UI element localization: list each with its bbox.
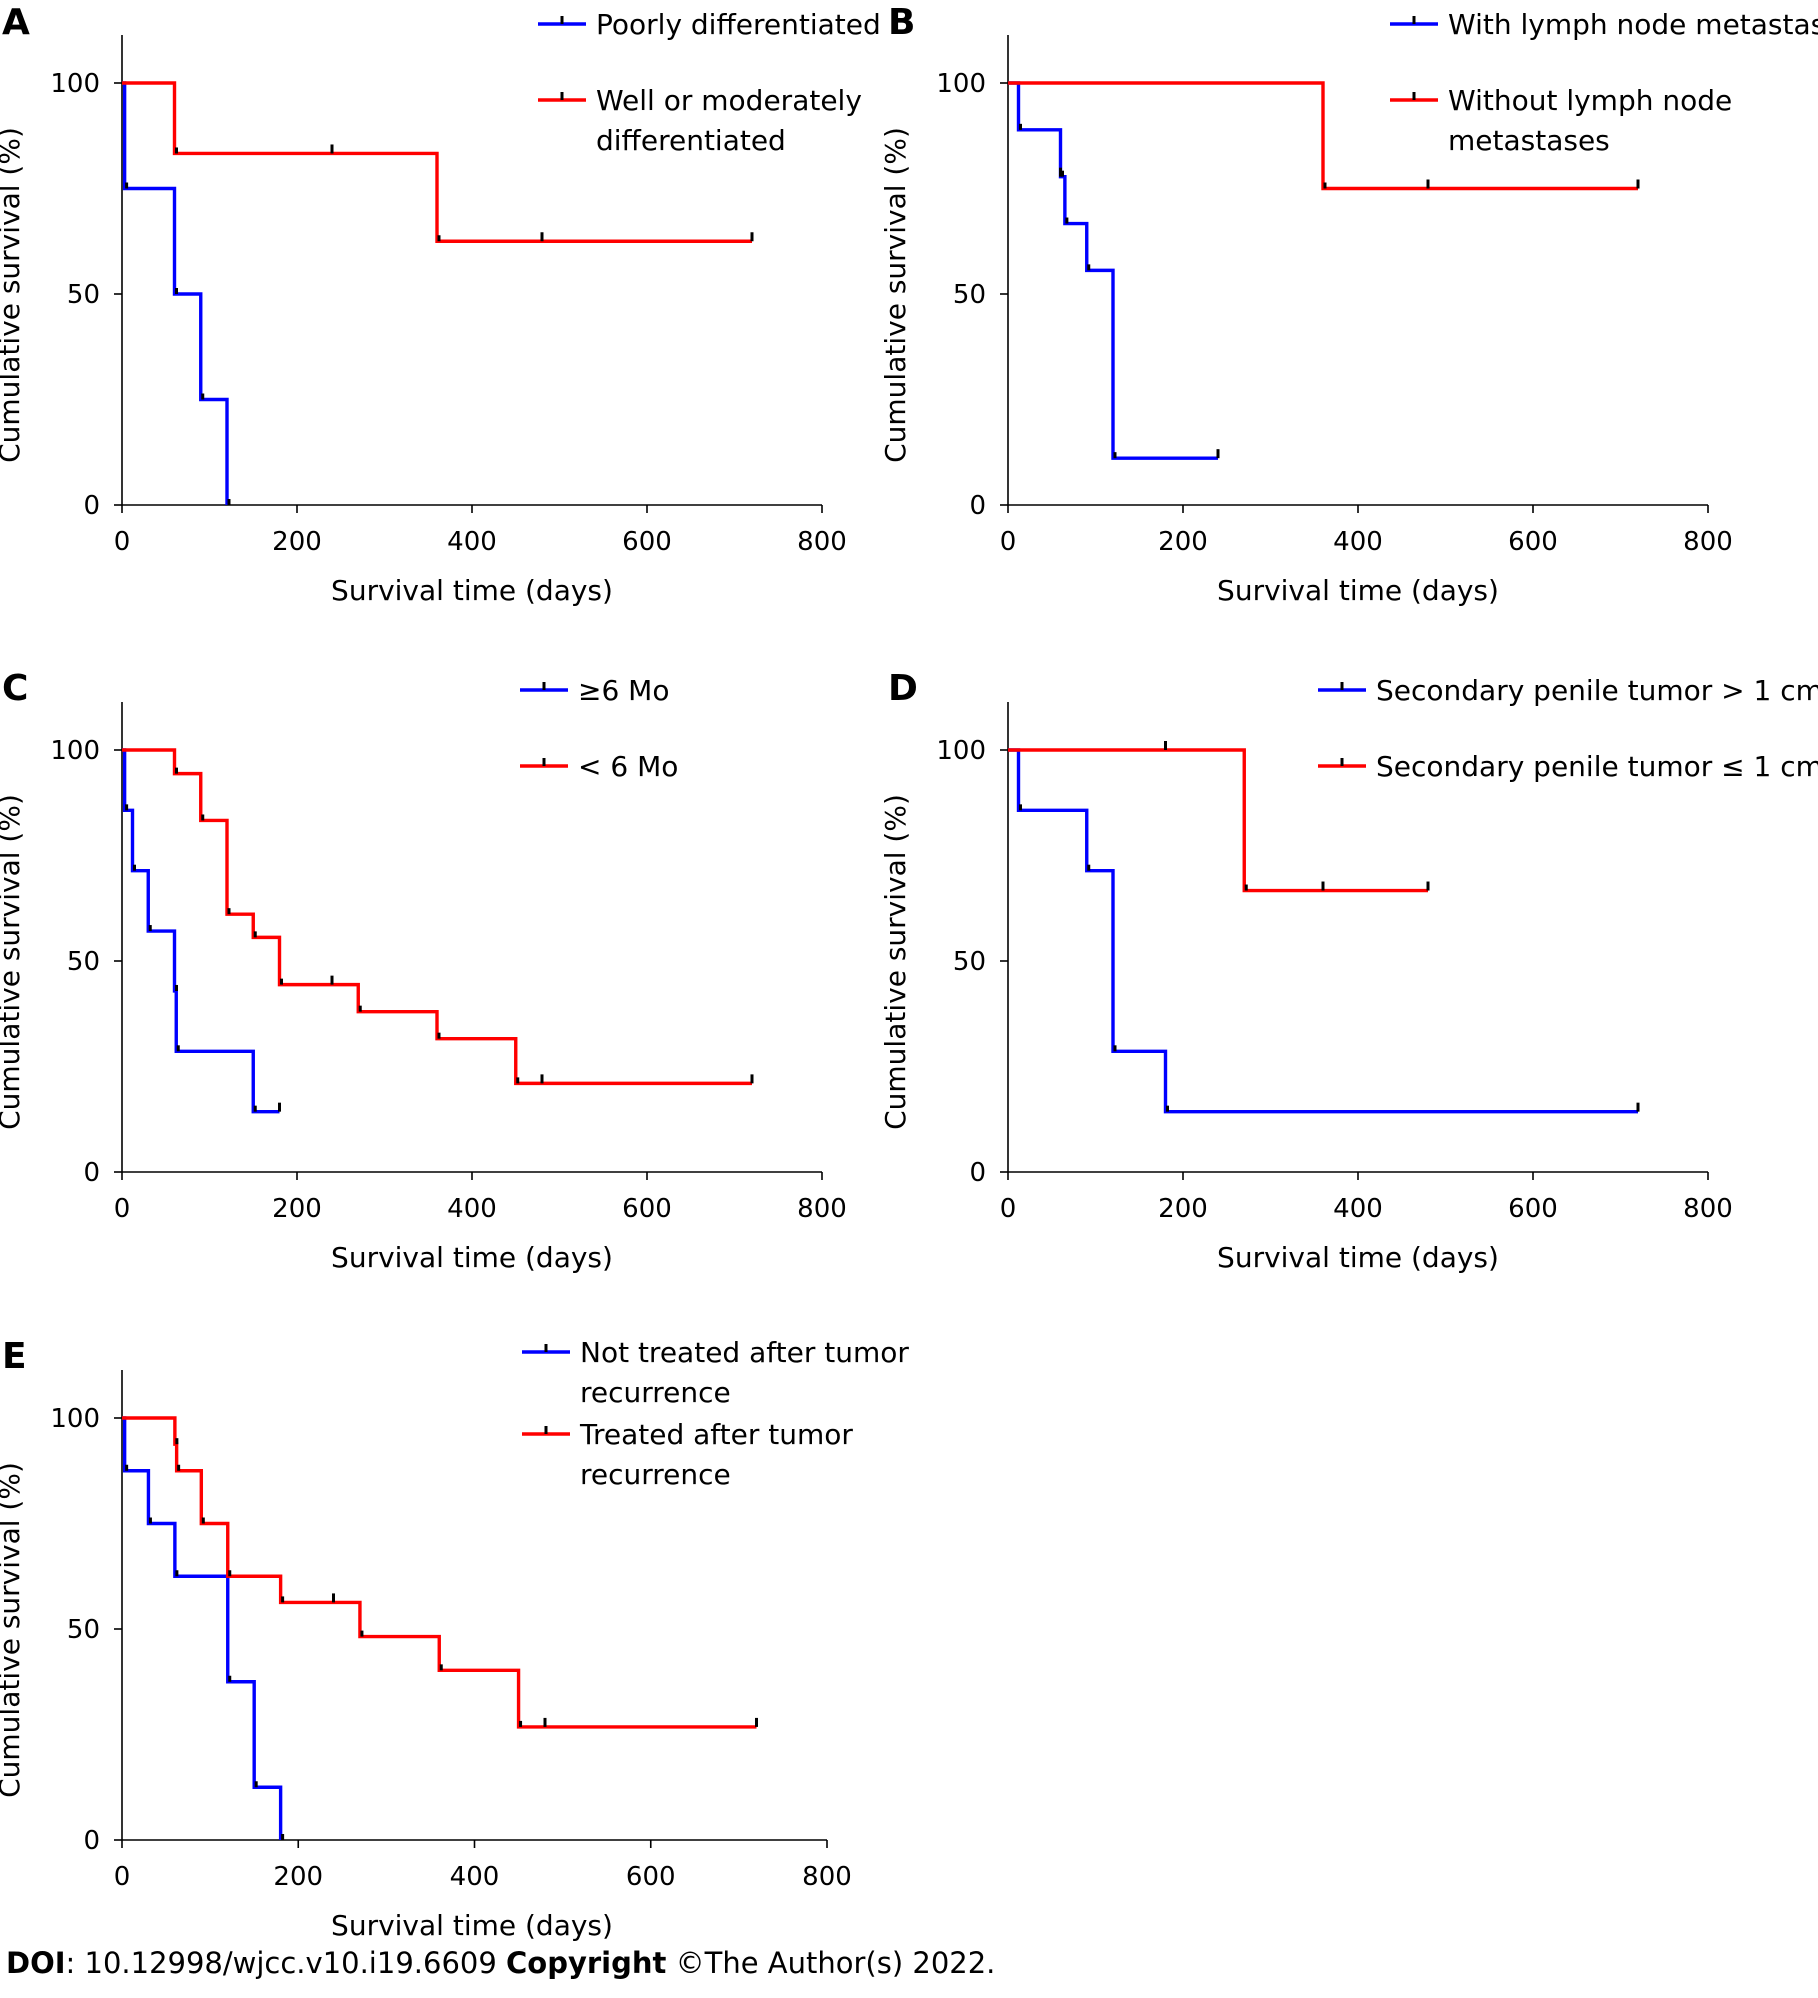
- x-tick-label: 0: [1000, 527, 1017, 557]
- survival-curve: [122, 1416, 283, 1840]
- y-axis-label: Cumulative survival (%): [0, 127, 26, 463]
- x-tick-label: 800: [802, 1862, 852, 1892]
- x-tick-label: 200: [272, 527, 322, 557]
- panel-letter: A: [2, 2, 30, 43]
- x-tick-label: 400: [1333, 1194, 1383, 1224]
- series-blue: Poorly differentiated: [122, 8, 881, 505]
- legend-label: metastases: [1448, 124, 1610, 157]
- series-blue: Secondary penile tumor > 1 cm: [1008, 674, 1818, 1114]
- figure-footer: DOI: 10.12998/wjcc.v10.i19.6609 Copyrigh…: [6, 1946, 995, 1980]
- legend-label: recurrence: [580, 1458, 731, 1491]
- x-axis-label: Survival time (days): [331, 1241, 613, 1274]
- survival-curve: [1008, 748, 1428, 893]
- y-tick-label: 0: [83, 1158, 100, 1188]
- legend-label: Treated after tumor: [579, 1418, 853, 1451]
- x-tick-label: 0: [114, 1194, 131, 1224]
- legend-label: differentiated: [596, 124, 786, 157]
- x-tick-label: 0: [114, 527, 131, 557]
- y-tick-label: 0: [83, 1826, 100, 1856]
- x-tick-label: 600: [622, 527, 672, 557]
- x-tick-label: 200: [1158, 527, 1208, 557]
- x-tick-label: 800: [797, 1194, 847, 1224]
- series-red: < 6 Mo: [122, 748, 754, 1086]
- series-red: Well or moderately differentiated: [122, 81, 862, 243]
- legend-label: Secondary penile tumor ≤ 1 cm: [1376, 750, 1818, 783]
- series-red: Treated after tumor recurrence: [122, 1416, 853, 1729]
- x-tick-label: 0: [1000, 1194, 1017, 1224]
- y-tick-label: 100: [50, 736, 100, 766]
- panel-letter: B: [888, 2, 915, 43]
- panel-letter: C: [2, 668, 28, 709]
- doi-value: : 10.12998/wjcc.v10.i19.6609: [65, 1946, 507, 1980]
- panel-letter: E: [2, 1336, 27, 1377]
- x-tick-label: 400: [447, 527, 497, 557]
- x-tick-label: 400: [447, 1194, 497, 1224]
- y-axis-label: Cumulative survival (%): [879, 127, 912, 463]
- x-tick-label: 800: [797, 527, 847, 557]
- x-tick-label: 800: [1683, 527, 1733, 557]
- y-tick-label: 50: [67, 280, 100, 310]
- copyright-label: Copyright: [506, 1946, 667, 1980]
- x-axis-label: Survival time (days): [331, 1909, 613, 1942]
- survival-curve: [1008, 81, 1218, 460]
- panel-b: B 0 50 100 0 200 400 600 800 Survival time (days)…: [879, 2, 1818, 607]
- y-tick-label: 100: [50, 1404, 100, 1434]
- survival-curve: [122, 81, 229, 505]
- survival-curve: [122, 81, 752, 243]
- legend-label: Not treated after tumor: [580, 1336, 909, 1369]
- y-tick-label: 50: [953, 280, 986, 310]
- copyright-value: ©The Author(s) 2022.: [666, 1946, 996, 1980]
- y-tick-label: 0: [83, 491, 100, 521]
- y-tick-label: 50: [953, 947, 986, 977]
- x-tick-label: 200: [273, 1862, 323, 1892]
- panel-c: C 0 50 100 0 200 400 600 800 Survival time (days)…: [0, 668, 847, 1274]
- panel-a: A 0 50 100 0 200 400 600 800 Survival time (days)…: [0, 2, 881, 607]
- series-blue: With lymph node metastases: [1008, 8, 1818, 460]
- y-axis-label: Cumulative survival (%): [0, 794, 26, 1130]
- y-tick-label: 50: [67, 1615, 100, 1645]
- x-axis-label: Survival time (days): [1217, 1241, 1499, 1274]
- x-tick-label: 400: [1333, 527, 1383, 557]
- x-tick-label: 200: [272, 1194, 322, 1224]
- legend-label: Secondary penile tumor > 1 cm: [1376, 674, 1818, 707]
- survival-curve: [1008, 81, 1638, 191]
- y-tick-label: 100: [936, 69, 986, 99]
- series-blue: Not treated after tumor recurrence: [122, 1336, 909, 1840]
- legend-label: < 6 Mo: [578, 750, 678, 783]
- x-tick-label: 800: [1683, 1194, 1733, 1224]
- y-tick-label: 100: [936, 736, 986, 766]
- panel-e: E 0 50 100 0 200 400 600 800 Survival time (days)…: [0, 1336, 909, 1942]
- legend-label: recurrence: [580, 1376, 731, 1409]
- survival-curve: [1008, 748, 1638, 1114]
- y-tick-label: 100: [50, 69, 100, 99]
- legend-label: Poorly differentiated: [596, 8, 881, 41]
- series-red: Secondary penile tumor ≤ 1 cm: [1008, 741, 1818, 893]
- panel-letter: D: [888, 668, 918, 709]
- x-tick-label: 600: [626, 1862, 676, 1892]
- y-tick-label: 0: [969, 491, 986, 521]
- x-tick-label: 600: [1508, 1194, 1558, 1224]
- y-axis-label: Cumulative survival (%): [0, 1462, 26, 1798]
- x-tick-label: 200: [1158, 1194, 1208, 1224]
- survival-curve: [122, 748, 752, 1086]
- legend-label: With lymph node metastases: [1448, 8, 1818, 41]
- legend-label: ≥6 Mo: [578, 674, 669, 707]
- series-blue: ≥6 Mo: [122, 674, 669, 1114]
- x-tick-label: 600: [622, 1194, 672, 1224]
- legend-label: Well or moderately: [596, 84, 862, 117]
- y-tick-label: 50: [67, 947, 100, 977]
- legend-label: Without lymph node: [1448, 84, 1732, 117]
- x-tick-label: 600: [1508, 527, 1558, 557]
- y-axis-label: Cumulative survival (%): [879, 794, 912, 1130]
- panel-d: D 0 50 100 0 200 400 600 800 Survival time (days)…: [879, 668, 1818, 1274]
- series-red: Without lymph node metastases: [1008, 81, 1732, 191]
- x-axis-label: Survival time (days): [1217, 574, 1499, 607]
- doi-label: DOI: [6, 1946, 66, 1980]
- x-tick-label: 400: [450, 1862, 500, 1892]
- y-tick-label: 0: [969, 1158, 986, 1188]
- x-axis-label: Survival time (days): [331, 574, 613, 607]
- x-tick-label: 0: [114, 1862, 131, 1892]
